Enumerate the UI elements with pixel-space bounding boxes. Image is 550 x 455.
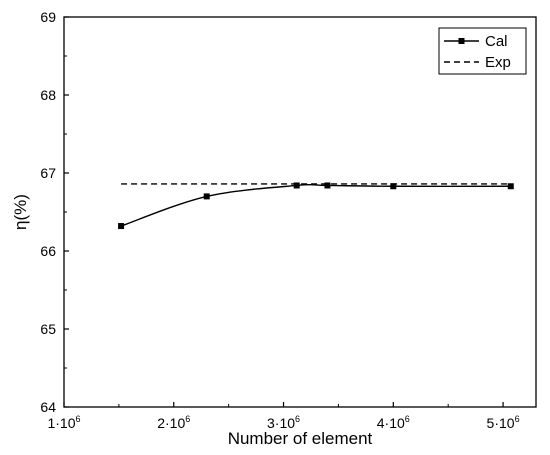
y-tick-label: 67 — [40, 165, 56, 181]
legend-label-exp: Exp — [485, 54, 511, 71]
series-line-cal — [120, 183, 511, 227]
legend-label-cal: Cal — [485, 33, 508, 50]
data-point-cal — [324, 182, 331, 189]
y-tick-label: 65 — [40, 321, 56, 337]
x-tick-label: 2·106 — [157, 414, 190, 431]
legend: Cal Exp — [438, 27, 527, 75]
x-tick-label: 3·106 — [267, 414, 300, 431]
series-layer — [118, 182, 514, 230]
x-tick-label: 5·106 — [487, 414, 520, 431]
data-point-cal — [203, 193, 210, 200]
data-point-cal — [293, 182, 300, 189]
y-tick-label: 69 — [40, 9, 56, 25]
x-tick-label: 1·106 — [47, 414, 80, 431]
plot-area — [63, 16, 537, 408]
y-axis-title: η(%) — [11, 194, 30, 230]
y-tick-label: 64 — [40, 399, 56, 415]
data-point-cal — [118, 223, 125, 230]
y-tick-label: 68 — [40, 87, 56, 103]
y-tick-label: 66 — [40, 243, 56, 259]
legend-marker-cal — [458, 38, 465, 44]
data-point-cal — [507, 183, 514, 190]
x-tick-label: 4·106 — [377, 414, 410, 431]
data-point-cal — [390, 183, 397, 190]
x-axis-title: Number of element — [228, 429, 373, 448]
axes-layer: 1·106 2·106 3·106 4·106 5·106 64 65 66 67 68 69 — [40, 9, 519, 431]
legend-box — [438, 27, 527, 75]
